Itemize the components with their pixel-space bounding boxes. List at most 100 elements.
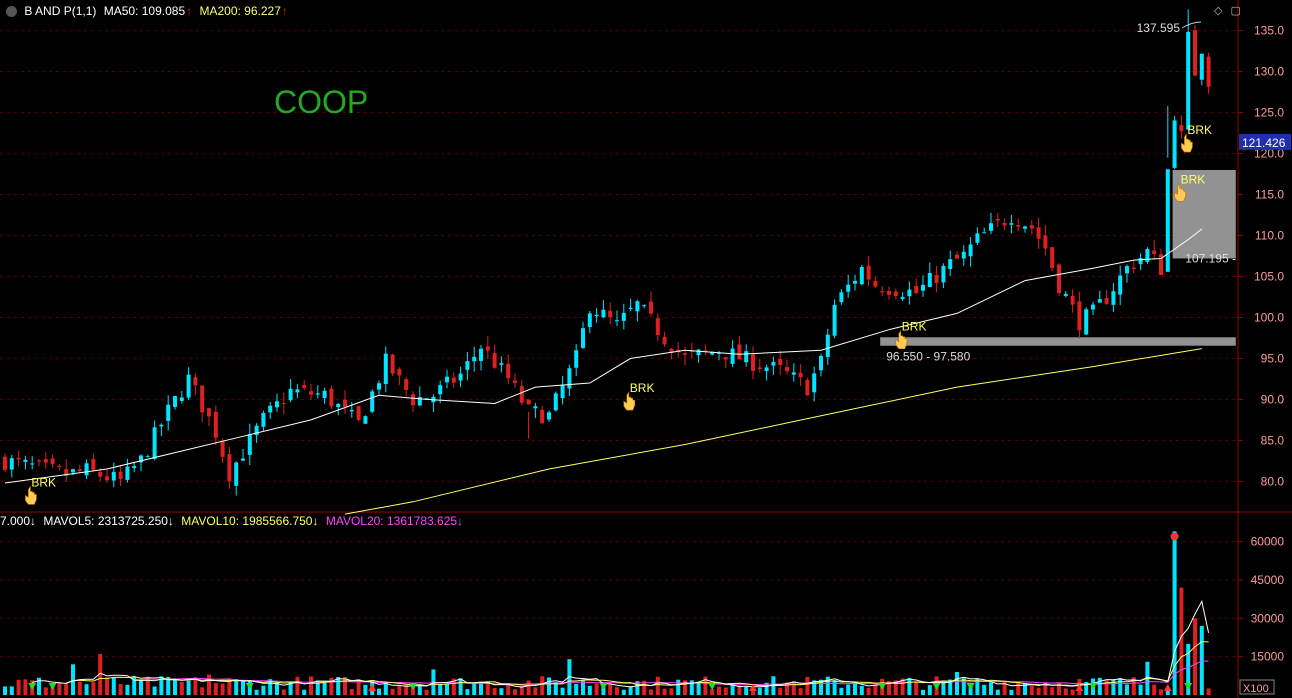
volume-bar [417, 684, 422, 695]
volume-bar [859, 686, 864, 695]
candle-body [785, 367, 789, 372]
candle-body [57, 465, 62, 468]
volume-bar [791, 681, 796, 695]
volume-bar [411, 685, 415, 695]
volume-bar [825, 676, 830, 695]
down-arrow-signal-icon [932, 683, 941, 690]
candle-body [1036, 227, 1041, 239]
volume-bar [785, 682, 789, 695]
candle-body [1023, 226, 1027, 229]
ma200-arrow-icon: ↑ [281, 4, 288, 18]
volume-bar [499, 688, 504, 695]
volume-bar [207, 674, 211, 695]
volume-tick-label: 60000 [1251, 535, 1285, 549]
price-tick-label: 105.0 [1254, 269, 1284, 283]
candle-body [907, 289, 912, 297]
volume-bar [1009, 689, 1014, 695]
candle-body [336, 403, 341, 408]
volume-bar [3, 686, 7, 695]
volume-bar [193, 677, 198, 695]
current-price-label: 121.426 [1242, 136, 1286, 150]
volume-bar [1016, 682, 1021, 695]
volume-bar [64, 684, 69, 695]
zone-range-label: 96.550 - 97.580 [886, 350, 970, 364]
volume-bar [77, 681, 82, 695]
volume-bar [853, 683, 857, 695]
volume-bar [479, 681, 483, 695]
volume-bar [635, 681, 640, 695]
candle-body [417, 397, 422, 406]
candle-body [1029, 225, 1034, 229]
volume-bar [397, 685, 402, 695]
candle-body [927, 272, 932, 287]
candle-body [737, 344, 742, 360]
candle-body [71, 469, 75, 473]
volume-bar [805, 676, 810, 695]
down-arrow-signal-icon [1089, 683, 1097, 690]
up-arrow-signal-icon [749, 684, 757, 691]
volume-bar [71, 664, 75, 695]
volume-peak-marker [1170, 532, 1179, 541]
candle-body [485, 346, 490, 351]
candle-body [513, 380, 517, 384]
volume-bar [995, 689, 1000, 695]
candle-body [492, 353, 497, 368]
volume-bar [179, 681, 184, 695]
volume-bar [159, 676, 164, 695]
candle-body [1138, 258, 1143, 265]
candle-body [1206, 56, 1211, 87]
volume-bar [145, 676, 150, 695]
settings-toggle-icon[interactable] [6, 6, 17, 18]
volume-bar [615, 687, 619, 695]
candle-body [574, 350, 579, 368]
volume-bar [1131, 677, 1136, 695]
candle-body [859, 267, 864, 285]
restore-icon[interactable]: ▢ [1230, 5, 1241, 17]
volume-bar [445, 684, 449, 695]
candle-body [173, 396, 177, 407]
candle-body [1104, 297, 1109, 304]
candle-body [669, 348, 674, 353]
candle-body [601, 309, 606, 318]
candle-body [1118, 275, 1123, 295]
candle-body [506, 363, 511, 379]
candle-body [200, 385, 205, 413]
volume-bar [513, 689, 517, 695]
candle-body [1050, 247, 1055, 268]
volume-bar [1118, 678, 1123, 695]
candle-body [846, 284, 851, 292]
volume-bar [744, 687, 749, 695]
candle-body [710, 351, 715, 355]
ma50-label: MA50: 109.085 [103, 4, 186, 18]
price-tick-label: 135.0 [1254, 24, 1284, 38]
candle-body [234, 462, 239, 486]
volume-bar [533, 687, 538, 695]
candle-body [281, 403, 286, 405]
symbol-label[interactable]: B AND P(1,1) [24, 4, 97, 18]
brk-label: BRK [1181, 172, 1206, 186]
candle-body [125, 466, 130, 480]
candle-body [730, 348, 735, 364]
volume-bar [689, 680, 694, 695]
candle-body [798, 372, 803, 378]
diamond-icon[interactable]: ◇ [1214, 5, 1223, 17]
mavol20-label: MAVOL20: 1361783.625↓ [325, 514, 464, 528]
candle-body [363, 416, 368, 424]
candle-body [1165, 169, 1170, 272]
candle-body [98, 471, 103, 477]
volume-bar [553, 682, 558, 695]
candle-body [309, 391, 313, 395]
volume-bar [98, 654, 103, 695]
up-arrow-signal-icon [1075, 684, 1084, 691]
volume-bar [1186, 643, 1191, 695]
candle-body [23, 459, 28, 462]
volume-bar [907, 677, 912, 695]
candle-body [9, 458, 14, 470]
volume-bar [887, 680, 891, 695]
candle-body [683, 353, 687, 355]
volume-bar [1036, 687, 1041, 695]
volume-bar [139, 679, 143, 695]
candle-body [1097, 299, 1102, 303]
candle-body [1077, 301, 1082, 331]
